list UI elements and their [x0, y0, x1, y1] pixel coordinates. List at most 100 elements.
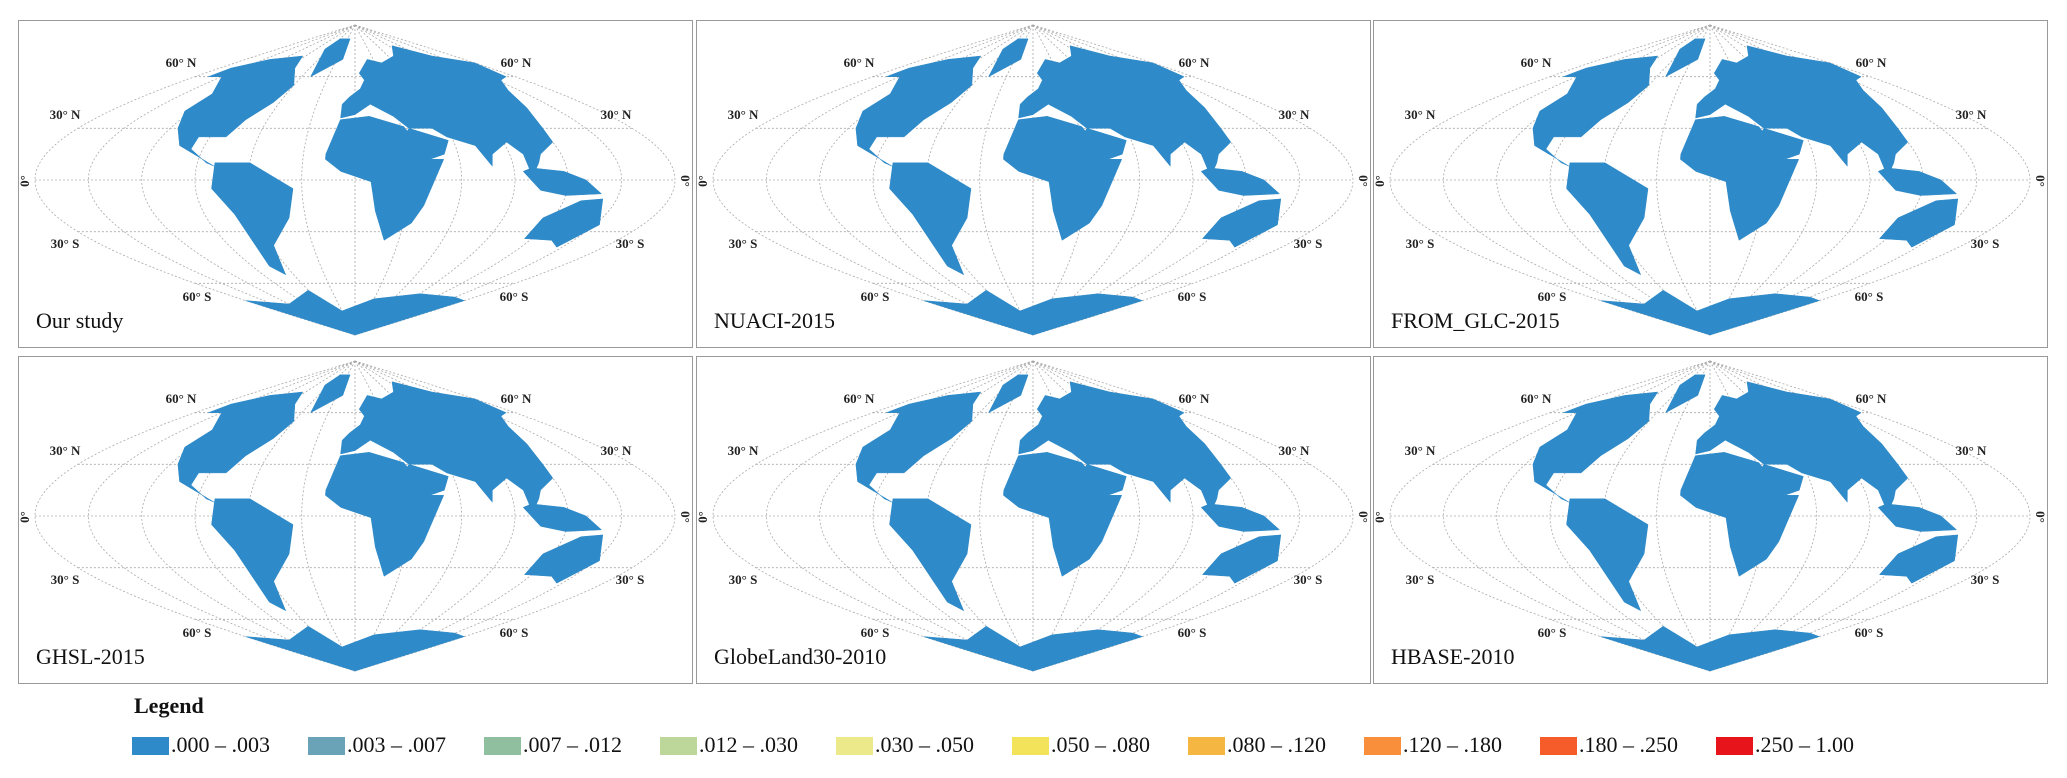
graticule-label: 0°: [1372, 511, 1387, 523]
landmass: [245, 625, 466, 672]
graticule-label: 0°: [1356, 511, 1371, 523]
graticule-label: 30° S: [616, 236, 645, 251]
meridian: [141, 24, 356, 336]
graticule-label: 30° S: [51, 572, 80, 587]
graticule-label: 30° S: [729, 236, 758, 251]
graticule-label: 60° N: [844, 55, 875, 70]
meridian: [819, 360, 1034, 672]
graticule-label: 60° S: [500, 625, 529, 640]
graticule-label: 60° N: [844, 391, 875, 406]
landmass: [523, 534, 604, 584]
landmass: [923, 289, 1144, 336]
panel-frame: [18, 20, 693, 348]
landmass: [889, 162, 972, 276]
landmass: [1003, 452, 1123, 577]
legend-label: .250 – 1.00: [1755, 732, 1854, 757]
graticule-label: 30° S: [729, 572, 758, 587]
landmass: [889, 498, 972, 612]
graticule-label: 60° N: [1521, 55, 1552, 70]
legend-title: Legend: [134, 693, 204, 718]
graticule-label: 30° S: [51, 236, 80, 251]
landmass: [1695, 45, 1909, 178]
map-panel: 60° N 60° N 30° N 30° N 0° 0° 30° S 30° S 60° S 6…: [17, 356, 693, 684]
graticule-label: 60° S: [1855, 289, 1884, 304]
landmass: [522, 167, 603, 196]
landmass: [1532, 391, 1659, 503]
panel-name: GlobeLand30-2010: [714, 644, 886, 669]
landmass: [325, 116, 445, 241]
landmass: [1201, 198, 1282, 248]
graticule-label: 60° N: [1179, 391, 1210, 406]
landmass: [310, 38, 351, 78]
graticule-label: 60° S: [183, 289, 212, 304]
legend-swatch: [1540, 737, 1577, 755]
graticule-label: 0°: [1372, 175, 1387, 187]
landmass: [855, 391, 982, 503]
graticule-label: 30° S: [616, 572, 645, 587]
landmass: [1761, 128, 1804, 160]
landmass: [1665, 38, 1706, 78]
graticule-label: 60° S: [1855, 625, 1884, 640]
graticule-label: 30° N: [601, 107, 632, 122]
graticule-label: 60° N: [1856, 391, 1887, 406]
graticule-label: 30° S: [1406, 236, 1435, 251]
landmass: [1200, 167, 1281, 196]
graticule-label: 30° N: [1279, 107, 1310, 122]
graticule-label: 30° N: [601, 443, 632, 458]
graticule-label: 0°: [678, 175, 693, 187]
graticule-label: 0°: [2033, 511, 2048, 523]
landmass: [340, 45, 554, 178]
landmass: [1680, 452, 1800, 577]
graticule-label: 30° S: [1971, 236, 2000, 251]
landmass: [1200, 503, 1281, 532]
legend-swatch: [1716, 737, 1753, 755]
graticule-label: 60° S: [1538, 289, 1567, 304]
map-panel: 60° N 60° N 30° N 30° N 0° 0° 30° S 30° S 60° S 6…: [695, 356, 1371, 684]
landmass: [1600, 625, 1821, 672]
landmass: [406, 128, 449, 160]
graticule-label: 0°: [17, 511, 32, 523]
legend-swatch: [1364, 737, 1401, 755]
legend-label: .080 – .120: [1227, 732, 1326, 757]
graticule-label: 30° S: [1294, 572, 1323, 587]
meridian: [141, 360, 356, 672]
graticule-label: 60° N: [501, 55, 532, 70]
graticule-label: 60° N: [1179, 55, 1210, 70]
panel-name: Our study: [36, 308, 123, 333]
landmass: [1878, 198, 1959, 248]
panel-frame: [18, 356, 693, 684]
panel-name: GHSL-2015: [36, 644, 145, 669]
landmass: [1680, 116, 1800, 241]
graticule-label: 60° S: [500, 289, 529, 304]
legend-swatch: [660, 737, 697, 755]
graticule-label: 60° S: [861, 289, 890, 304]
graticule-label: 30° N: [50, 107, 81, 122]
landmass: [177, 55, 304, 167]
graticule-label: 30° N: [1405, 443, 1436, 458]
legend-label: .120 – .180: [1403, 732, 1502, 757]
graticule-label: 60° S: [1538, 625, 1567, 640]
graticule-label: 60° N: [501, 391, 532, 406]
landmass: [988, 38, 1029, 78]
graticule-label: 60° S: [861, 625, 890, 640]
landmass: [1003, 116, 1123, 241]
legend-label: .030 – .050: [875, 732, 974, 757]
landmass: [340, 381, 554, 514]
graticule-label: 0°: [695, 175, 710, 187]
landmass: [1084, 128, 1127, 160]
landmass: [325, 452, 445, 577]
panel-name: HBASE-2010: [1391, 644, 1514, 669]
legend-swatch: [132, 737, 169, 755]
landmass: [1600, 289, 1821, 336]
legend-label: .000 – .003: [171, 732, 270, 757]
landmass: [1761, 464, 1804, 496]
landmass: [1201, 534, 1282, 584]
legend-swatch: [484, 737, 521, 755]
landmass: [1018, 45, 1232, 178]
graticule-label: 30° S: [1406, 572, 1435, 587]
map-panel: 60° N 60° N 30° N 30° N 0° 0° 30° S 30° S 60° S 6…: [695, 20, 1371, 348]
graticule-label: 30° N: [1279, 443, 1310, 458]
landmass: [1878, 534, 1959, 584]
